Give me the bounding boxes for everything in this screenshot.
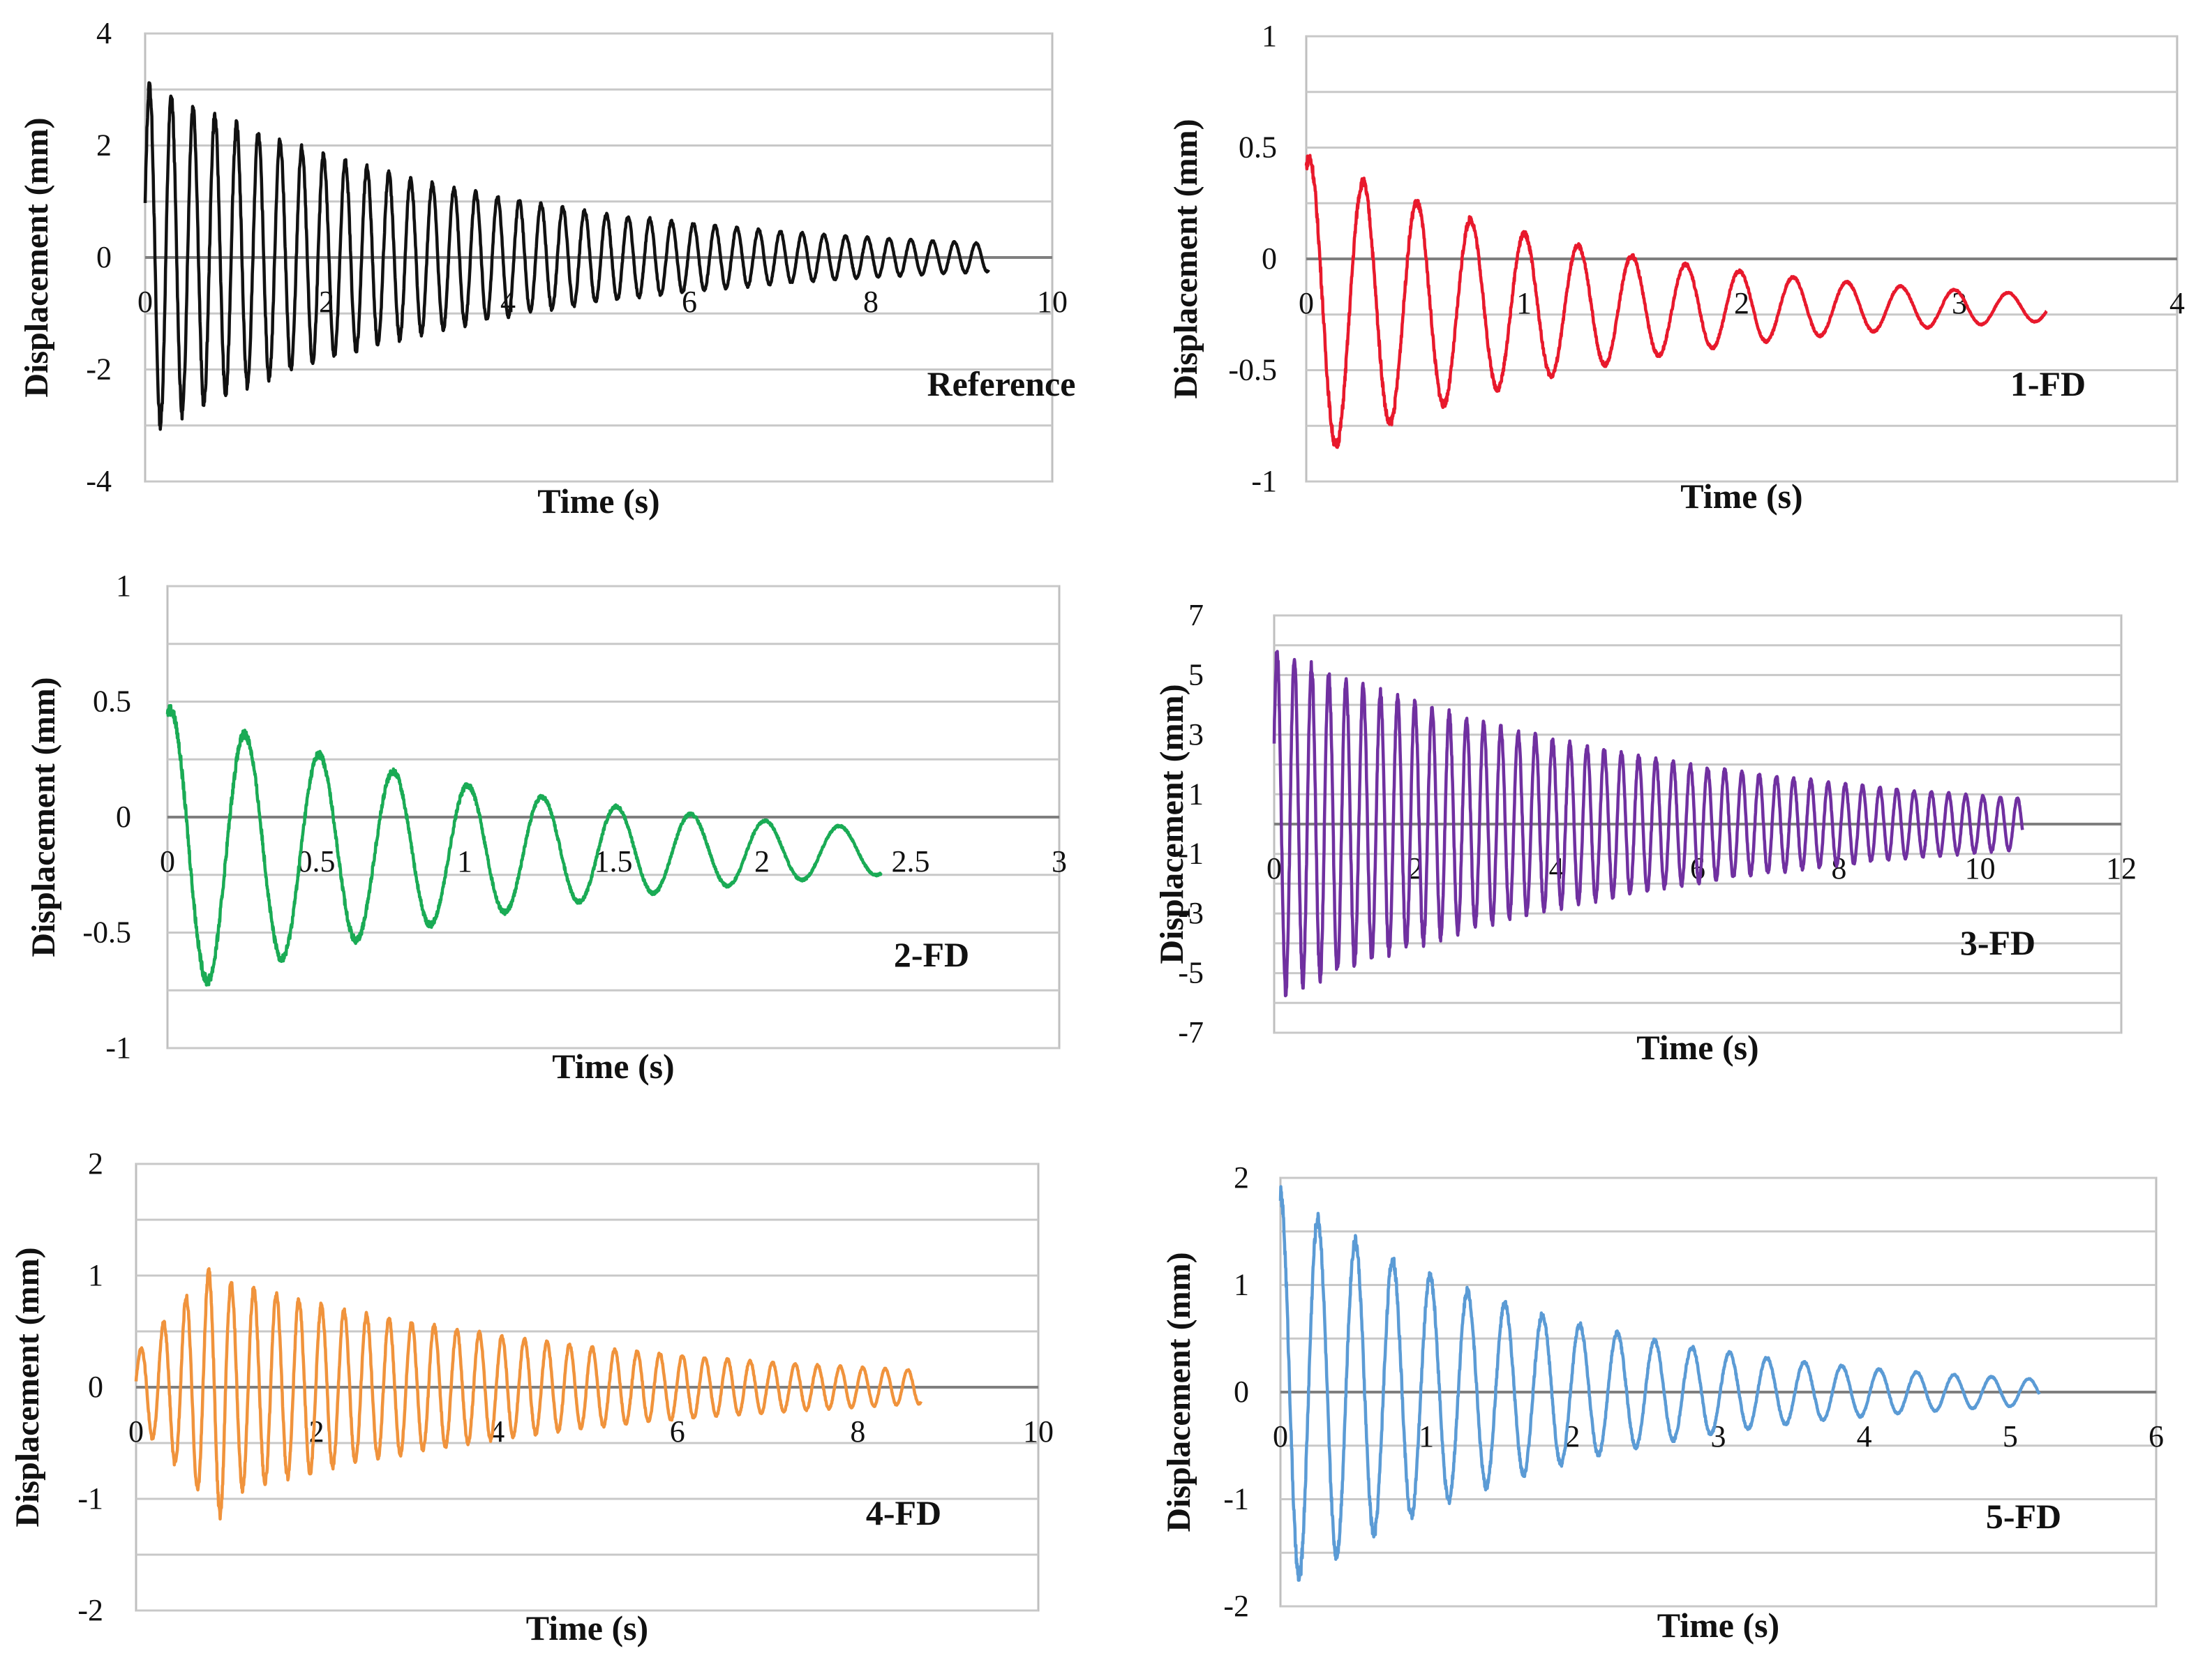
x-tick-label: 3	[1711, 1419, 1726, 1453]
y-axis-title: Displacement (mm)	[1167, 119, 1204, 398]
series-line-2-fd	[165, 703, 883, 987]
y-tick-label: -2	[1223, 1589, 1249, 1623]
y-axis-title: Displacement (mm)	[1160, 1252, 1197, 1532]
y-tick-label: 0	[96, 240, 112, 274]
y-tick-label: -3	[1178, 896, 1204, 930]
x-axis-title: Time (s)	[1680, 477, 1802, 516]
x-tick-label: 0	[160, 844, 175, 879]
x-tick-label: 0	[1266, 851, 1282, 885]
y-axis-title: Displacement (mm)	[9, 1247, 46, 1527]
y-tick-label: 0	[88, 1370, 103, 1404]
y-tick-label: 1	[116, 569, 131, 603]
x-axis-title: Time (s)	[526, 1608, 648, 1647]
x-tick-label: 3	[1052, 844, 1067, 879]
x-tick-label: 12	[2106, 851, 2137, 885]
x-axis-title: Time (s)	[537, 481, 659, 521]
y-tick-label: 0.5	[1239, 130, 1277, 165]
y-tick-label: 0	[1234, 1375, 1249, 1409]
x-tick-label: 1.5	[595, 844, 633, 879]
y-tick-label: 3	[1188, 717, 1204, 752]
x-tick-label: 10	[1965, 851, 1996, 885]
y-tick-label: 2	[1234, 1160, 1249, 1195]
y-tick-label: 0.5	[93, 685, 131, 719]
x-tick-label: 2	[309, 1414, 324, 1449]
y-tick-label: -1	[1251, 464, 1277, 498]
x-tick-label: 1	[457, 844, 472, 879]
y-tick-label: -0.5	[82, 916, 131, 950]
x-tick-label: 0	[128, 1414, 144, 1449]
y-tick-label: 1	[1234, 1268, 1249, 1302]
y-tick-label: 1	[88, 1258, 103, 1292]
chart-panel-2: 1 0.5 0 -0.5 -1 0 1 2 3 4 1-FD Time (s) Displacement…	[1167, 19, 2185, 516]
x-tick-label: 10	[1023, 1414, 1054, 1449]
y-tick-label: 2	[88, 1146, 103, 1181]
y-tick-label: 5	[1188, 657, 1204, 692]
x-tick-label: 8	[863, 285, 879, 319]
y-axis-title: Displacement (mm)	[1153, 684, 1190, 964]
x-tick-label: 6	[682, 285, 697, 319]
x-tick-label: 1	[1516, 286, 1532, 320]
y-axis-title: Displacement (mm)	[25, 677, 62, 957]
y-tick-label: 1	[1262, 19, 1277, 53]
x-tick-label: 3	[1952, 286, 1967, 320]
panel-label: 1-FD	[2010, 364, 2086, 403]
y-tick-label: -2	[77, 1593, 103, 1627]
series-line-4-fd	[134, 1267, 923, 1521]
y-tick-label: 4	[96, 16, 112, 50]
x-tick-label: 1	[1419, 1419, 1434, 1453]
panel-label: 5-FD	[1986, 1497, 2061, 1536]
panel-label: 4-FD	[866, 1493, 941, 1532]
series-line-5-fd	[1278, 1185, 2041, 1582]
y-tick-label: 2	[96, 128, 112, 163]
y-axis-title: Displacement (mm)	[18, 117, 55, 397]
x-axis-title: Time (s)	[1636, 1028, 1758, 1067]
x-tick-label: 0.5	[297, 844, 336, 879]
y-tick-label: -1	[1223, 1482, 1249, 1516]
series-line-reference	[143, 81, 990, 431]
x-tick-label: 2	[1734, 286, 1749, 320]
x-tick-label: 4	[2169, 286, 2185, 320]
x-axis-title: Time (s)	[1657, 1606, 1779, 1645]
x-tick-label: 5	[2003, 1419, 2018, 1453]
series-line-1-fd	[1304, 154, 2048, 449]
x-tick-label: 0	[1299, 286, 1314, 320]
y-tick-label: -1	[77, 1481, 103, 1516]
x-tick-label: 10	[1037, 285, 1068, 319]
y-tick-label: -2	[86, 352, 112, 387]
y-tick-label: -5	[1178, 956, 1204, 990]
y-tick-label: 0	[1262, 241, 1277, 276]
x-axis-title: Time (s)	[552, 1047, 674, 1086]
panel-label: 2-FD	[894, 935, 969, 974]
x-tick-label: 6	[670, 1414, 685, 1449]
x-tick-label: 0	[1273, 1419, 1288, 1453]
x-tick-label: 8	[850, 1414, 865, 1449]
panel-label: 3-FD	[1960, 923, 2035, 962]
x-tick-label: 2	[754, 844, 770, 879]
y-tick-label: -1	[1178, 837, 1204, 871]
y-tick-label: 1	[1188, 777, 1204, 811]
y-tick-label: 7	[1188, 598, 1204, 632]
x-tick-label: 2.5	[892, 844, 930, 879]
x-tick-label: 0	[137, 285, 153, 319]
series-line-3-fd	[1272, 650, 2024, 998]
y-tick-label: -7	[1178, 1015, 1204, 1049]
x-tick-label: 6	[2149, 1419, 2164, 1453]
y-tick-label: -4	[86, 464, 112, 498]
y-tick-label: -1	[105, 1031, 131, 1065]
x-tick-label: 4	[1857, 1419, 1872, 1453]
y-tick-label: 0	[116, 800, 131, 834]
chart-panel-3: 1 0.5 0 -0.5 -1 0 0.5 1 1.5 2 2.5 3 2-FD Time (s) Disp…	[25, 569, 1067, 1086]
y-tick-label: -0.5	[1228, 353, 1277, 387]
panel-label: Reference	[927, 364, 1076, 403]
